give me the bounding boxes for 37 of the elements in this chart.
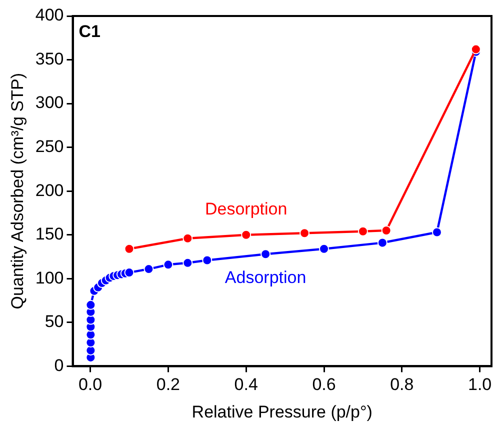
point [300, 228, 310, 238]
y-tick-label: 100 [35, 268, 64, 288]
y-tick-label: 50 [44, 312, 64, 332]
point [202, 255, 212, 266]
point [144, 264, 154, 274]
point [381, 226, 392, 236]
point [163, 260, 174, 270]
x-axis-title: Relative Pressure (p/p°) [192, 402, 372, 422]
y-tick-label: 300 [35, 93, 64, 112]
x-tick-label: 0.6 [312, 375, 336, 394]
x-tick-label: 0.4 [234, 375, 258, 394]
point [182, 258, 193, 268]
point [124, 244, 134, 254]
y-tick-label: 350 [35, 49, 64, 68]
x-tick-label: 0.2 [156, 375, 180, 394]
x-tick-label: 0.8 [390, 375, 414, 394]
y-tick-label: 400 [35, 6, 64, 25]
point [124, 268, 134, 278]
y-tick-label: 250 [35, 137, 64, 156]
y-axis-title: Quantity Adsorbed (cm³/g STP) [8, 73, 27, 310]
series-label: Adsorption [224, 268, 306, 287]
x-tick-label: 0.0 [78, 375, 102, 394]
x-tick-label: 1.0 [468, 375, 492, 394]
y-tick-label: 200 [35, 180, 64, 200]
point [319, 244, 330, 254]
point [432, 227, 442, 238]
point [377, 238, 388, 248]
series-label: Desorption [204, 200, 288, 219]
y-tick-label: 0 [54, 356, 64, 375]
point [182, 233, 193, 244]
point [241, 230, 252, 240]
point [260, 249, 271, 260]
y-tick-label: 150 [35, 224, 64, 244]
point [358, 226, 368, 236]
point [86, 300, 96, 310]
point [470, 44, 481, 54]
annotation: C1 [78, 22, 100, 42]
